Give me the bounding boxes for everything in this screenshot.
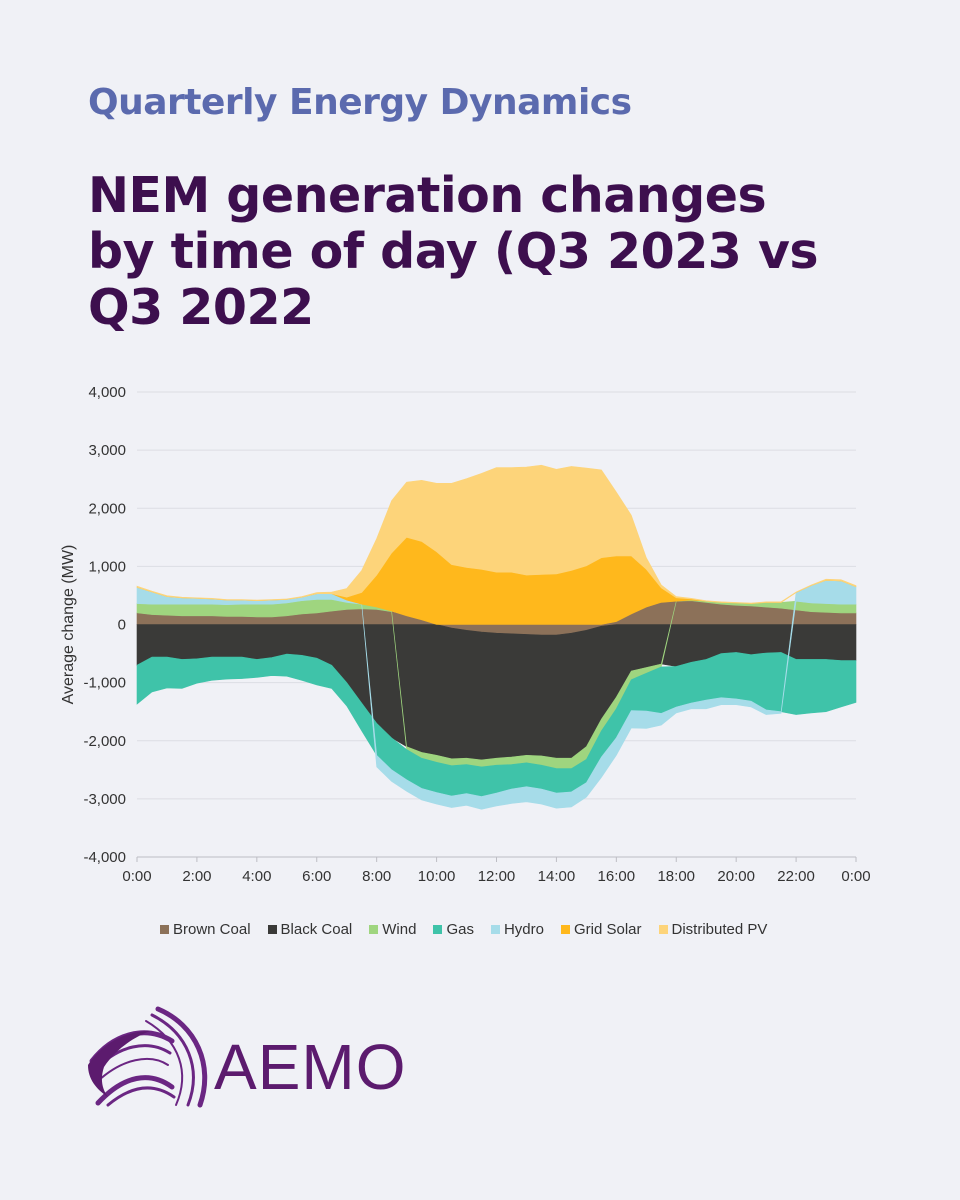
y-tick-label: 4,000	[88, 384, 126, 401]
aemo-logo-text: AEMO	[214, 1031, 407, 1103]
legend-swatch	[267, 925, 277, 934]
legend-item-black-coal: Black Coal	[267, 921, 353, 938]
y-tick-label: -1,000	[83, 675, 126, 692]
legend-label: Grid Solar	[573, 921, 642, 938]
y-tick-label: -4,000	[83, 849, 126, 866]
axis-layer: 4,000 3,000 2,000 1,000 0 -1,000 -2,000 -3,000 -…	[60, 384, 871, 885]
y-tick-label: 0	[118, 617, 126, 634]
y-tick-label: -2,000	[83, 733, 126, 750]
y-tick-label: 3,000	[88, 442, 126, 459]
x-tick-label: 0:00	[122, 868, 151, 885]
x-tick-label: 22:00	[777, 868, 815, 885]
legend-label: Brown Coal	[173, 921, 251, 938]
x-tick-label: 20:00	[717, 868, 755, 885]
x-tick-label: 2:00	[182, 868, 211, 885]
series-area-gas	[136, 652, 857, 797]
legend-swatch	[433, 925, 443, 934]
legend-swatch	[490, 925, 500, 934]
report-kicker: Quarterly Energy Dynamics	[88, 82, 632, 123]
series-area-hydro	[136, 579, 857, 810]
x-tick-label: 0:00	[841, 868, 870, 885]
x-tick-label: 14:00	[538, 868, 576, 885]
y-axis-title: Average change (MW)	[60, 545, 77, 705]
legend-label: Gas	[446, 921, 474, 938]
legend-item-hydro: Hydro	[490, 921, 544, 938]
legend-item-distributed-pv: Distributed PV	[658, 921, 768, 938]
x-tick-label: 8:00	[362, 868, 391, 885]
x-tick-label: 4:00	[242, 868, 271, 885]
legend-item-grid-solar: Grid Solar	[560, 921, 642, 938]
x-tick-label: 10:00	[418, 868, 456, 885]
y-tick-label: 2,000	[88, 500, 126, 517]
x-tick-label: 12:00	[478, 868, 516, 885]
y-tick-label: 1,000	[88, 558, 126, 575]
legend-item-gas: Gas	[433, 921, 474, 938]
legend-item-wind: Wind	[369, 921, 416, 938]
legend-label: Wind	[382, 921, 417, 938]
area-layer	[136, 464, 857, 810]
legend-swatch	[160, 925, 169, 934]
x-tick-label: 6:00	[302, 868, 331, 885]
legend-swatch	[560, 925, 570, 934]
legend-label: Distributed PV	[671, 921, 768, 938]
legend-label: Black Coal	[280, 921, 353, 938]
aemo-logo-mark	[88, 1006, 208, 1108]
legend-swatch	[658, 925, 668, 934]
legend-swatch	[369, 925, 379, 934]
chart-legend: Brown Coal Black Coal Wind Gas Hydro Grid Sol…	[160, 921, 767, 938]
legend-item-brown-coal: Brown Coal	[160, 921, 251, 938]
chart-headline: NEM generation changes by time of day (Q…	[88, 167, 819, 336]
y-tick-label: -3,000	[83, 791, 126, 808]
generation-change-chart: 4,000 3,000 2,000 1,000 0 -1,000 -2,000 -3,000 -…	[60, 384, 871, 885]
x-tick-label: 18:00	[657, 868, 695, 885]
series-area-distributed-pv	[136, 464, 857, 604]
legend-label: Hydro	[503, 921, 544, 938]
x-tick-label: 16:00	[598, 868, 636, 885]
